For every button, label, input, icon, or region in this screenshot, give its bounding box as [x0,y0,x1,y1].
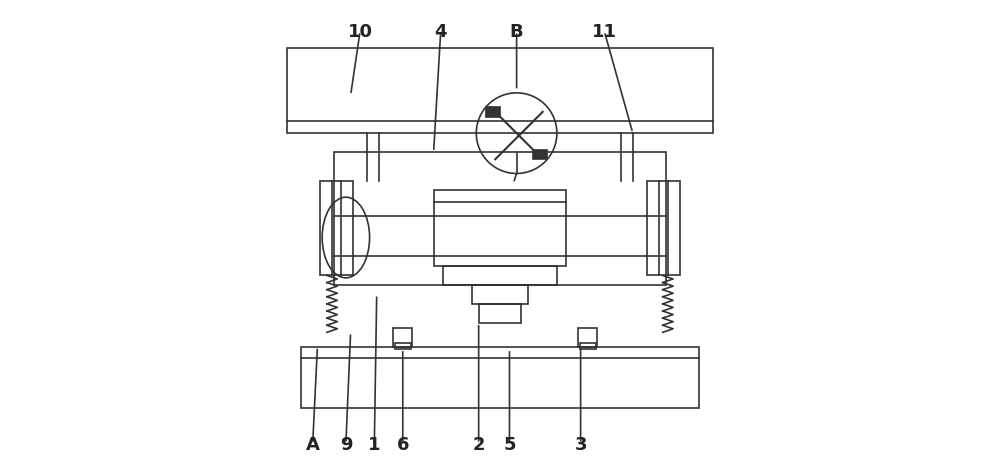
Text: 11: 11 [592,23,617,41]
Bar [472,285,528,304]
Text: B: B [510,23,523,41]
Bar [533,150,547,160]
Bar [647,181,680,276]
Text: 3: 3 [574,435,587,453]
Text: 4: 4 [434,23,447,41]
Text: 6: 6 [397,435,409,453]
Bar [301,347,699,408]
Bar [479,304,521,323]
Text: 2: 2 [472,435,485,453]
Text: A: A [306,435,320,453]
Bar [393,328,412,347]
Text: 9: 9 [340,435,352,453]
Bar [287,49,713,134]
Text: 5: 5 [503,435,516,453]
Bar [434,191,566,267]
Bar [443,267,557,285]
Bar [578,328,597,347]
Bar [486,108,500,117]
Bar [395,344,411,349]
Bar [580,344,596,349]
Bar [320,181,353,276]
Text: 10: 10 [348,23,373,41]
Text: 1: 1 [368,435,381,453]
Bar [334,153,666,285]
